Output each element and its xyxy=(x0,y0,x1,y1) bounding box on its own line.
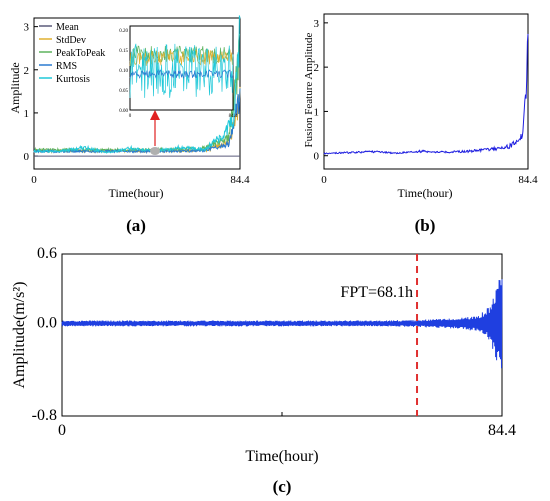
inset-series-line xyxy=(129,43,234,99)
y-tick-label: 2 xyxy=(24,65,30,77)
legend-label: Kurtosis xyxy=(56,74,90,85)
y-tick-label: 3 xyxy=(24,22,30,34)
y-tick-label: 0 xyxy=(24,151,30,163)
series-line-kurtosis xyxy=(33,15,241,154)
panel-c-xlabel: Time(hour) xyxy=(245,448,318,465)
zoom-arrow-head xyxy=(150,110,160,120)
panel-a-label: (a) xyxy=(126,216,146,235)
x-tick-label: 0 xyxy=(31,174,37,186)
panel-a-ylabel: Amplitude xyxy=(8,62,22,113)
panel-c-ylabel: Amplitude(m/s²) xyxy=(11,281,28,388)
y-tick-label: 0.0 xyxy=(37,314,57,331)
x-tick-label: 84.4 xyxy=(488,422,516,439)
panel-a-xlabel: Time(hour) xyxy=(109,186,164,200)
x-tick-label: 84.4 xyxy=(230,174,250,186)
panel-a-plot: 0 1 2 3 0 84.4 Mean StdDev PeakToPeak RMS Kurtosis… xyxy=(24,15,250,186)
legend-label: StdDev xyxy=(56,35,86,46)
inset-y-tick: 0.00 xyxy=(119,109,128,114)
panel-b-label: (b) xyxy=(415,216,436,235)
y-tick-label: 3 xyxy=(314,18,320,30)
inset-y-tick: 0.15 xyxy=(119,49,128,54)
plot-frame xyxy=(323,13,529,170)
panel-b-ylabel: Fusion Feature Amplitude xyxy=(303,32,315,147)
y-tick-label: 2 xyxy=(314,62,320,74)
inset-series-line xyxy=(129,69,234,79)
series-line-signal xyxy=(323,33,529,155)
panel-a: 0 1 2 3 0 84.4 Mean StdDev PeakToPeak RMS Kurtosis… xyxy=(8,15,250,235)
panel-b-plot: 0 1 2 3 0 84.4 xyxy=(314,13,538,186)
panel-c: 0.6 0.0 -0.80 84.4 FPT=68.1h Time(hour) Ampl… xyxy=(11,245,516,496)
inset-y-tick: 0.10 xyxy=(119,69,128,74)
zoom-marker xyxy=(150,147,160,155)
plot-frame xyxy=(61,253,503,417)
panel-b: 0 1 2 3 0 84.4 Time(hour) Fusion Feature Ampl… xyxy=(303,13,538,235)
series-line-signal xyxy=(61,279,503,369)
panel-c-plot: 0.6 0.0 -0.80 84.4 FPT=68.1h xyxy=(32,245,516,439)
y-tick-label: 1 xyxy=(314,106,320,118)
x-tick-label: 84.4 xyxy=(518,174,538,186)
x-tick-label: 0 xyxy=(321,174,327,186)
panel-b-xlabel: Time(hour) xyxy=(398,186,453,200)
legend-label: PeakToPeak xyxy=(56,48,105,59)
legend-label: RMS xyxy=(56,61,77,72)
legend-label: Mean xyxy=(56,22,79,33)
inset-y-tick: 0.05 xyxy=(119,89,128,94)
y-tick-label: 1 xyxy=(24,108,30,120)
y-tick-label: -0.8 xyxy=(32,407,57,424)
y-tick-label: 0.6 xyxy=(37,245,57,262)
x-tick-label: 0 xyxy=(58,422,66,439)
legend: Mean StdDev PeakToPeak RMS Kurtosis xyxy=(39,22,105,85)
fpt-label: FPT=68.1h xyxy=(340,284,413,301)
inset-y-tick: 0.20 xyxy=(119,29,128,34)
y-tick-label: 0 xyxy=(314,151,320,163)
inset-plot: 0.00 0.05 0.10 0.15 0.20 0 84.4 xyxy=(119,25,238,119)
inset-x-tick: 0 xyxy=(129,114,132,119)
inset-x-tick: 84.4 xyxy=(229,114,238,119)
panel-c-label: (c) xyxy=(273,477,292,496)
